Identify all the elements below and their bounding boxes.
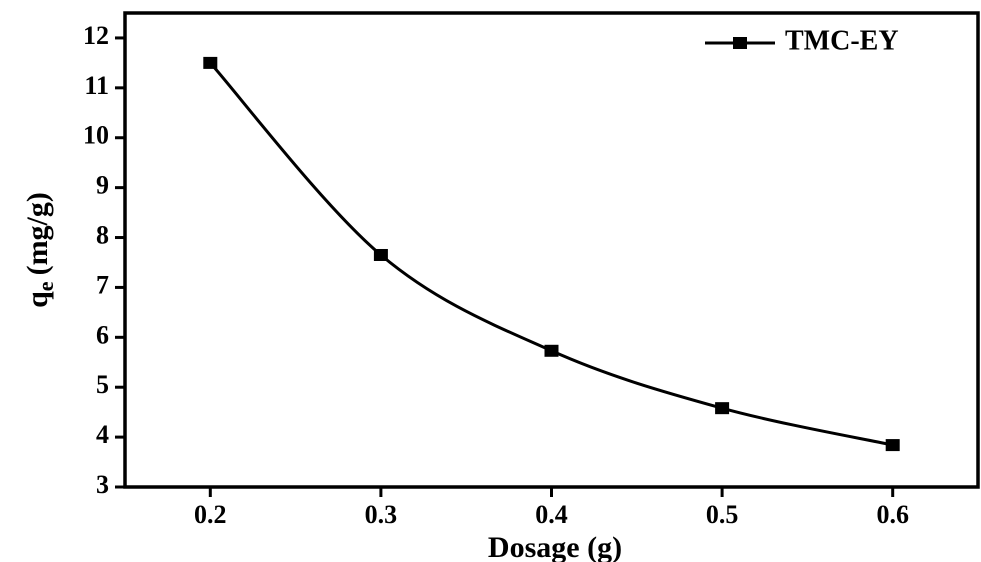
legend-marker [733,37,747,49]
y-tick-label: 3 [96,470,109,499]
y-tick-label: 12 [83,21,109,50]
x-tick-label: 0.4 [535,500,568,529]
legend-label: TMC-EY [785,25,899,56]
y-tick-label: 4 [96,420,109,449]
y-tick-label: 8 [96,220,109,249]
y-tick-label: 11 [84,71,109,100]
y-label-symbol: q [21,291,54,308]
plot-frame [123,11,980,489]
y-tick-label: 7 [96,270,109,299]
x-axis-label: Dosage (g) [488,531,622,562]
series-line [209,61,894,447]
y-label-unit: (mg/g) [21,192,54,275]
y-axis-label: qe (mg/g) [21,192,58,308]
data-point [373,248,388,261]
x-tick-label: 0.2 [194,500,227,529]
x-tick-label: 0.3 [365,500,398,529]
x-tick-label: 0.6 [876,500,909,529]
y-tick-label: 10 [83,121,109,150]
data-point [885,439,900,452]
data-point [544,344,559,357]
y-tick-label: 6 [96,320,109,349]
y-tick-label: 5 [96,370,109,399]
y-label-subscript: e [33,281,58,291]
data-point [203,56,218,69]
data-point [715,402,730,415]
y-tick-label: 9 [96,171,109,200]
x-tick-label: 0.5 [706,500,739,529]
